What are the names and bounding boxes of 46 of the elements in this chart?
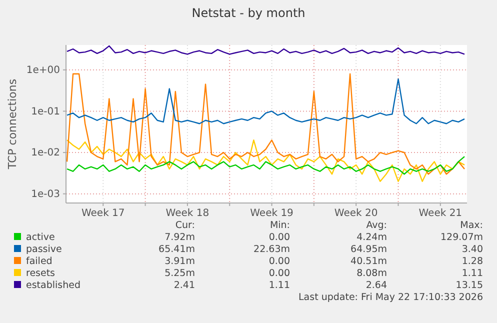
text: Cur:	[175, 220, 195, 231]
text: 0.00	[268, 232, 290, 243]
text: 0.00	[268, 268, 290, 279]
y-tick-label: 1e-02	[31, 148, 60, 159]
text: 1.11	[462, 268, 483, 279]
text: 0.00	[268, 256, 290, 267]
x-tick-label: Week 19	[250, 208, 294, 220]
text: 7.92m	[164, 232, 195, 243]
text: 2.64	[366, 280, 387, 291]
text: 65.41m	[158, 244, 195, 255]
line-series	[66, 45, 466, 55]
text: 13.15	[456, 280, 483, 291]
legend-label: active	[26, 232, 56, 243]
text: 1.11	[268, 280, 290, 291]
text: 3.91m	[164, 256, 195, 267]
text: Max:	[460, 220, 483, 231]
text: 129.07m	[440, 232, 483, 243]
text: Last update: Fri May 22 17:10:33 2026	[298, 292, 483, 303]
text: 4.24m	[356, 232, 387, 243]
y-tick-label: 1e+00	[26, 65, 60, 76]
x-tick-label: Week 17	[81, 208, 125, 220]
text: 40.51m	[350, 256, 387, 267]
legend-label: resets	[26, 268, 56, 279]
line-series	[66, 78, 466, 124]
y-axis-title: TCP connections	[6, 78, 19, 170]
text: Min:	[270, 220, 290, 231]
text: 1.28	[462, 256, 483, 267]
y-tick-label: 1e-03	[31, 189, 60, 200]
text: 22.63m	[254, 244, 290, 255]
text: 8.08m	[356, 268, 387, 279]
chart-title: Netstat - by month	[192, 6, 306, 20]
x-tick-label: Week 21	[418, 208, 462, 220]
x-tick-label: Week 20	[334, 208, 378, 220]
text: 64.95m	[350, 244, 387, 255]
x-tick-label: Week 18	[166, 208, 210, 220]
text: 2.41	[174, 280, 195, 291]
text: 5.25m	[164, 268, 195, 279]
legend-label: failed	[26, 256, 52, 267]
line-series	[66, 73, 466, 175]
text: 3.40	[462, 244, 483, 255]
line-series	[66, 139, 466, 182]
text: Avg:	[366, 220, 387, 231]
y-tick-label: 1e-01	[31, 106, 60, 118]
legend-label: passive	[26, 244, 62, 255]
legend-label: established	[26, 280, 80, 291]
line-series	[66, 156, 466, 175]
